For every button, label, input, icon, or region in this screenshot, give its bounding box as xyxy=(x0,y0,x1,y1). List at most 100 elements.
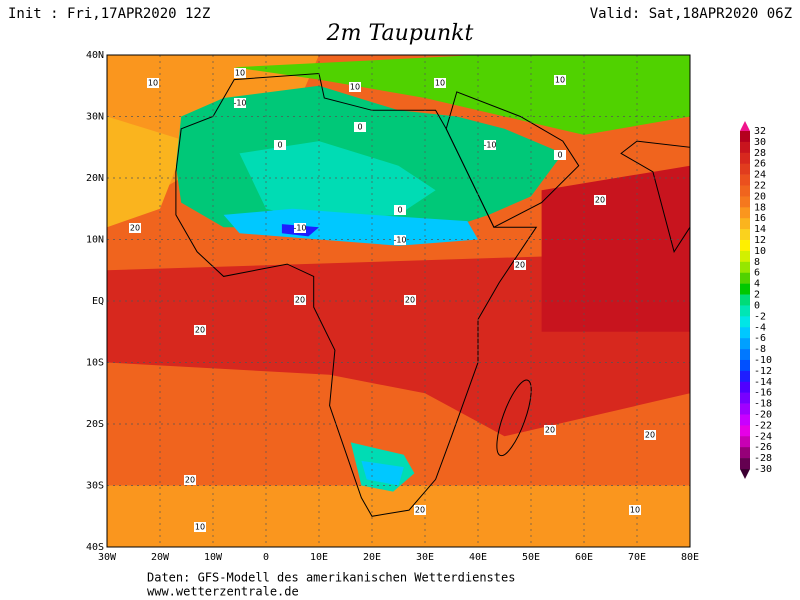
contour-label-bg xyxy=(129,223,141,233)
colorbar-label: -8 xyxy=(754,344,766,355)
colorbar-label: 28 xyxy=(754,148,766,159)
field-sahara-dry xyxy=(239,141,436,222)
colorbar-label: 12 xyxy=(754,235,766,246)
colorbar: 32302826242220181614121086420-2-4-6-8-10… xyxy=(740,121,772,479)
colorbar-label: -6 xyxy=(754,333,766,344)
colorbar-swatch xyxy=(740,240,750,252)
lon-label: 60E xyxy=(575,552,593,563)
contour-label-bg xyxy=(147,78,159,88)
lon-label: 0 xyxy=(263,552,269,563)
valid-time: Valid: Sat,18APR2020 06Z xyxy=(590,6,792,22)
lat-label: 40S xyxy=(86,542,104,553)
colorbar-label: 10 xyxy=(754,246,766,257)
colorbar-label: -24 xyxy=(754,431,772,442)
colorbar-swatch xyxy=(740,436,750,448)
colorbar-swatch xyxy=(740,174,750,186)
contour-label: 20 xyxy=(515,261,525,270)
contour-label-bg xyxy=(349,82,361,92)
colorbar-swatch xyxy=(740,327,750,339)
contour-label: -10 xyxy=(483,141,496,150)
contour-label-bg xyxy=(554,75,566,85)
colorbar-swatch xyxy=(740,381,750,393)
colorbar-label: -22 xyxy=(754,420,772,431)
coast-madagascar xyxy=(496,379,532,457)
field-indian-ocean xyxy=(541,165,690,332)
colorbar-swatch xyxy=(740,229,750,241)
colorbar-swatch xyxy=(740,283,750,295)
lat-label: 30N xyxy=(86,112,104,123)
colorbar-swatch xyxy=(740,349,750,361)
colorbar-label: -28 xyxy=(754,453,772,464)
init-time: Init : Fri,17APR2020 12Z xyxy=(8,6,210,22)
contour-label: 20 xyxy=(645,431,655,440)
contour-label: 0 xyxy=(557,151,562,160)
contour-label: 20 xyxy=(595,196,605,205)
field-south-ocean xyxy=(107,485,690,547)
colorbar-label: -2 xyxy=(754,311,766,322)
colorbar-swatch xyxy=(740,218,750,230)
contour-label: 10 xyxy=(148,79,158,88)
colorbar-swatch xyxy=(740,261,750,274)
contour-label-bg xyxy=(554,150,566,160)
colorbar-label: -26 xyxy=(754,442,772,453)
colorbar-label: 8 xyxy=(754,257,760,268)
contour-label: 10 xyxy=(630,506,640,515)
field-south-africa-2 xyxy=(361,460,404,486)
colorbar-swatch xyxy=(740,403,750,415)
contour-label-bg xyxy=(629,505,641,515)
lon-label: 30W xyxy=(98,552,117,563)
lon-label: 10W xyxy=(204,552,223,563)
lat-label: 30S xyxy=(86,481,104,492)
contour-label-bg xyxy=(544,425,556,435)
lon-label: 40E xyxy=(469,552,487,563)
colorbar-swatch xyxy=(740,163,750,175)
lat-label: 20S xyxy=(86,419,104,430)
contour-label-bg xyxy=(294,223,306,233)
colorbar-swatch xyxy=(740,196,750,208)
lon-label: 50E xyxy=(522,552,540,563)
colorbar-swatch xyxy=(740,425,750,437)
colorbar-label: 24 xyxy=(754,170,766,181)
colorbar-swatch xyxy=(740,250,750,263)
map-title: 2m Taupunkt xyxy=(326,21,474,46)
contour-label: -10 xyxy=(233,99,246,108)
colorbar-label: 2 xyxy=(754,290,760,301)
contour-label: 20 xyxy=(185,476,195,485)
colorbar-label: -16 xyxy=(754,388,772,399)
colorbar-label: 14 xyxy=(754,224,766,235)
footer-source: Daten: GFS-Modell des amerikanischen Wet… xyxy=(147,571,515,585)
colorbar-label: 4 xyxy=(754,279,760,290)
contour-label-bg xyxy=(594,195,606,205)
lat-label: 20N xyxy=(86,173,104,184)
lon-label: 80E xyxy=(681,552,699,563)
colorbar-swatch xyxy=(740,458,750,470)
colorbar-swatch xyxy=(740,141,750,154)
lat-label: 10S xyxy=(86,358,104,369)
colorbar-swatch xyxy=(740,131,750,143)
colorbar-label: -30 xyxy=(754,464,772,475)
contour-label-bg xyxy=(194,325,206,335)
colorbar-label: 6 xyxy=(754,268,760,279)
lat-label: 10N xyxy=(86,235,104,246)
lon-label: 20E xyxy=(363,552,381,563)
contour-label: 10 xyxy=(350,83,360,92)
contour-label: 20 xyxy=(295,296,305,305)
coast-arabia xyxy=(445,91,580,228)
colorbar-label: 32 xyxy=(754,126,766,137)
contour-label: 0 xyxy=(357,123,362,132)
contour-label: 20 xyxy=(545,426,555,435)
field-north-atlantic-warm xyxy=(107,116,187,228)
colorbar-swatch xyxy=(740,414,750,426)
contour-label-bg xyxy=(234,98,246,108)
colorbar-swatch xyxy=(740,185,750,197)
contour-label-bg xyxy=(514,260,526,270)
colorbar-swatch xyxy=(740,152,750,165)
field-mediterranean xyxy=(234,55,690,135)
lat-label: 40N xyxy=(86,50,104,61)
lon-label: 20W xyxy=(151,552,170,563)
colorbar-label: -12 xyxy=(754,366,772,377)
colorbar-label: -18 xyxy=(754,399,772,410)
colorbar-label: 18 xyxy=(754,202,766,213)
